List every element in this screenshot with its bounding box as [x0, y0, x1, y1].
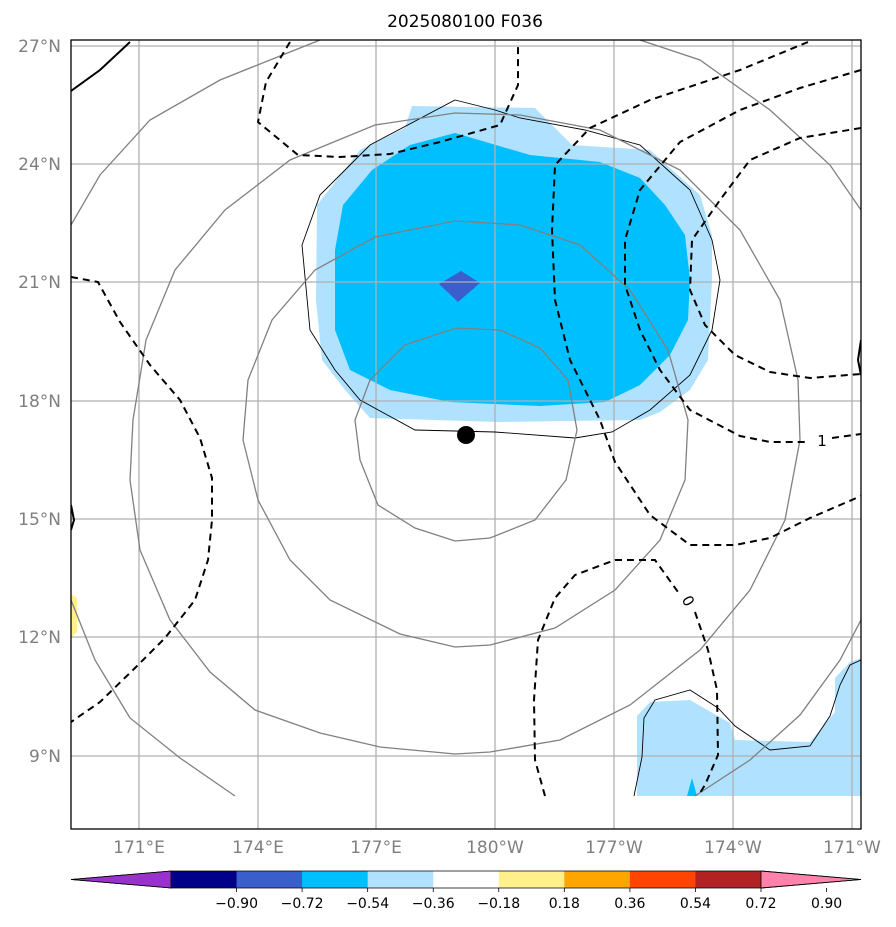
gray-contour-2	[242, 220, 689, 648]
colorbar-segment	[564, 871, 631, 888]
colorbar-segment	[236, 871, 303, 888]
colorbar: −0.90 −0.72 −0.54 −0.36 −0.18 0.18 0.36 0.54 0.7…	[70, 870, 862, 912]
colorbar-tick-label: 0.36	[614, 896, 645, 912]
dashed-contour-east-1	[624, 69, 861, 443]
colorbar-tick-label: −0.54	[346, 896, 389, 912]
y-tick-label: 27°N	[18, 37, 61, 57]
dashed-contour-west	[71, 276, 213, 723]
x-tick-label: 174°E	[232, 838, 284, 858]
colorbar-segment	[695, 871, 762, 888]
x-tick-label: 177°E	[350, 838, 402, 858]
map-area: 0 1	[71, 40, 861, 829]
gray-contour-3	[129, 112, 801, 755]
gray-contour-1	[354, 327, 578, 542]
black-contours	[71, 41, 861, 797]
colorbar-extend-high	[760, 870, 862, 889]
gray-contours	[71, 40, 861, 797]
solid-contour-left-edge	[71, 504, 76, 531]
colorbar-segment	[498, 871, 565, 888]
solid-contour-right-edge	[856, 339, 861, 376]
gray-contour-5	[639, 40, 861, 211]
contour-label-zero: 0	[678, 592, 698, 609]
outline-southeast-region	[633, 659, 861, 797]
storm-center-marker	[457, 426, 475, 444]
filled-region-blue-sliver	[687, 778, 697, 796]
y-tick-label: 12°N	[18, 628, 61, 648]
colorbar-segment	[629, 871, 696, 888]
gray-contour-4	[71, 40, 321, 226]
y-axis-tick-labels: 27°N 24°N 21°N 18°N 15°N 12°N 9°N	[18, 37, 61, 767]
colorbar-tick-label: −0.90	[215, 896, 258, 912]
thin-outline-contours	[301, 99, 861, 797]
colorbar-tick-label: 0.90	[811, 896, 842, 912]
y-tick-label: 18°N	[18, 392, 61, 412]
solid-contour-northwest	[71, 41, 131, 92]
y-tick-label: 21°N	[18, 273, 61, 293]
x-axis-tick-labels: 171°E 174°E 177°E 180°W 177°W 174°W 171°…	[113, 838, 881, 858]
filled-region-dark-blue-patch	[439, 271, 480, 302]
colorbar-extend-low	[70, 870, 172, 889]
colorbar-outline	[70, 870, 862, 889]
colorbar-segment	[367, 871, 434, 888]
dashed-contour-center	[550, 41, 861, 546]
x-tick-label: 180°W	[466, 838, 524, 858]
colorbar-segment	[302, 871, 369, 888]
colorbar-tick-label: 0.54	[680, 896, 711, 912]
colorbar-tick-label: 0.18	[549, 896, 580, 912]
colorbar-segment	[433, 871, 500, 888]
dashed-contour-east-2	[688, 127, 861, 380]
colorbar-tick-label: −0.36	[412, 896, 455, 912]
x-tick-label: 171°W	[823, 838, 881, 858]
y-tick-label: 9°N	[29, 747, 61, 767]
filled-region-light-blue-southeast	[637, 658, 861, 796]
y-tick-label: 24°N	[18, 155, 61, 175]
colorbar-tick-label: −0.18	[477, 896, 520, 912]
y-tick-label: 15°N	[18, 510, 61, 530]
chart-title: 2025080100 F036	[387, 12, 543, 32]
dashed-contour-south-b	[694, 611, 720, 797]
gridlines	[71, 40, 861, 829]
outline-north-region	[301, 99, 721, 439]
x-tick-label: 171°E	[113, 838, 165, 858]
x-tick-label: 174°W	[704, 838, 762, 858]
dashed-contour-south	[532, 559, 679, 797]
dashed-contour-east-1b	[831, 433, 861, 439]
map-frame	[70, 39, 862, 830]
colorbar-tick-label: −0.72	[281, 896, 324, 912]
x-tick-label: 177°W	[585, 838, 643, 858]
filled-region-blue-core	[335, 133, 690, 406]
colorbar-tick-label: 0.72	[745, 896, 776, 912]
filled-anomaly-regions	[71, 106, 861, 796]
colorbar-segment	[171, 871, 238, 888]
gray-contour-6	[71, 599, 236, 797]
dashed-contour-north	[256, 41, 519, 159]
gray-contour-7	[694, 619, 861, 797]
contour-label-one: 1	[817, 432, 827, 450]
